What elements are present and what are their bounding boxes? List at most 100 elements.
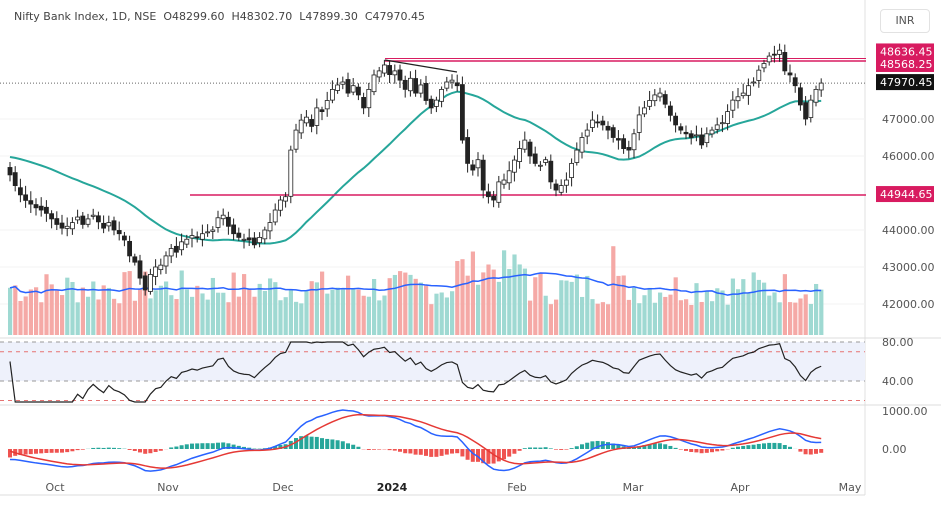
macd-histogram-bar xyxy=(455,449,460,454)
volume-bar xyxy=(54,290,59,335)
volume-bar xyxy=(13,285,18,335)
macd-histogram-bar xyxy=(772,442,777,449)
candle-body xyxy=(564,179,569,186)
time-label: May xyxy=(839,481,862,494)
open-value: O48299.60 xyxy=(163,10,225,23)
candle-body xyxy=(163,255,169,267)
macd-histogram-bar xyxy=(486,449,491,464)
macd-histogram-bar xyxy=(34,449,38,454)
candle-body xyxy=(532,153,538,164)
level-label-bg xyxy=(876,43,934,60)
macd-histogram-bar xyxy=(434,449,439,457)
macd-histogram-bar xyxy=(91,447,96,449)
macd-histogram-bar xyxy=(413,449,418,455)
macd-histogram-bar xyxy=(366,449,371,450)
macd-histogram-bar xyxy=(372,449,376,450)
high-value: H48302.70 xyxy=(231,10,293,23)
macd-histogram-bar xyxy=(179,445,184,449)
candle-body xyxy=(236,232,242,238)
macd-histogram-bar xyxy=(517,449,522,451)
candle-body xyxy=(590,119,595,128)
volume-bar xyxy=(65,277,70,335)
volume-bar xyxy=(117,303,122,335)
candle-body xyxy=(548,160,554,183)
macd-histogram-bar xyxy=(694,449,699,453)
volume-bar xyxy=(387,278,392,335)
candle-body xyxy=(652,94,658,102)
volume-bar xyxy=(777,302,782,335)
candle-body xyxy=(418,84,424,94)
macd-tick: 1000.00 xyxy=(882,405,928,418)
volume-bar xyxy=(294,301,299,335)
macd-histogram-bar xyxy=(751,444,756,449)
macd-histogram-bar xyxy=(470,449,475,462)
macd-histogram-bar xyxy=(491,449,496,464)
currency-button[interactable]: INR xyxy=(880,9,930,33)
volume-bar xyxy=(377,300,382,335)
price-tick: 43000.00 xyxy=(882,261,935,274)
volume-bar xyxy=(226,302,231,335)
volume-bar xyxy=(689,304,694,335)
candle-body xyxy=(787,72,793,76)
candle-body xyxy=(465,137,471,164)
volume-bar xyxy=(652,302,657,335)
candle-body xyxy=(111,220,117,231)
volume-bar xyxy=(710,301,715,335)
candle-body xyxy=(44,206,49,214)
candle-body xyxy=(184,238,190,245)
volume-bar xyxy=(80,287,85,335)
volume-bar xyxy=(632,287,637,335)
macd-histogram-bar xyxy=(814,449,818,454)
macd-histogram-bar xyxy=(346,443,350,449)
symbol-label: Nifty Bank Index, 1D, NSE xyxy=(14,10,157,23)
macd-histogram-bar xyxy=(606,442,610,449)
macd-histogram-bar xyxy=(112,447,116,449)
volume-bar xyxy=(216,292,221,335)
candle-body xyxy=(813,89,819,103)
candle-body xyxy=(772,53,777,56)
macd-histogram-bar xyxy=(595,440,600,449)
level-label-bg xyxy=(876,186,934,203)
volume-bar xyxy=(283,297,288,335)
candle-body xyxy=(782,52,788,72)
volume-bar xyxy=(678,300,683,335)
macd-histogram-bar xyxy=(195,443,200,449)
macd-histogram-bar xyxy=(668,445,673,449)
candle-body xyxy=(96,215,101,223)
candle-body xyxy=(17,187,23,196)
candle-body xyxy=(38,205,44,211)
candle-body xyxy=(485,191,491,198)
candle-body xyxy=(116,230,122,235)
candle-body xyxy=(761,63,767,69)
candle-body xyxy=(444,81,450,89)
macd-histogram-bar xyxy=(132,449,137,451)
candle-body xyxy=(673,115,678,126)
volume-bar xyxy=(418,282,423,335)
macd-histogram-bar xyxy=(403,449,408,454)
macd-histogram-bar xyxy=(819,449,824,453)
macd-histogram-bar xyxy=(174,446,179,449)
volume-bar xyxy=(751,272,756,335)
volume-bar xyxy=(517,264,522,335)
candle-body xyxy=(688,133,694,138)
macd-histogram-bar xyxy=(699,449,704,454)
volume-bar xyxy=(49,284,54,335)
candle-body xyxy=(631,133,637,151)
macd-histogram-bar xyxy=(23,449,28,455)
candle-body xyxy=(668,105,673,116)
last-price-label-bg xyxy=(876,74,934,91)
volume-bar xyxy=(668,294,673,335)
candle-body xyxy=(75,216,80,221)
candle-body xyxy=(101,222,106,229)
macd-histogram-bar xyxy=(507,449,512,457)
volume-bar xyxy=(330,289,335,335)
macd-histogram-bar xyxy=(616,444,621,449)
candle-body xyxy=(376,70,382,78)
macd-histogram-bar xyxy=(39,449,44,454)
volume-bar xyxy=(559,280,564,335)
candle-body xyxy=(350,85,356,93)
volume-bar xyxy=(34,287,39,335)
volume-bar xyxy=(346,275,351,335)
candle-body xyxy=(735,96,741,102)
